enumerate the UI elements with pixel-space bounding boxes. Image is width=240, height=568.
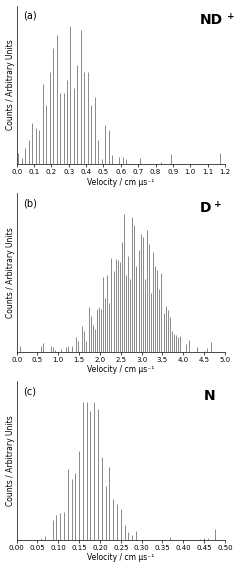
Text: +: + <box>214 200 221 209</box>
Text: N: N <box>204 389 216 403</box>
Text: (c): (c) <box>23 386 36 396</box>
Text: ND: ND <box>200 14 223 27</box>
X-axis label: Velocity / cm μs⁻¹: Velocity / cm μs⁻¹ <box>87 365 154 374</box>
X-axis label: Velocity / cm μs⁻¹: Velocity / cm μs⁻¹ <box>87 178 154 186</box>
Text: +: + <box>227 12 235 21</box>
Y-axis label: Counts / Arbitrary Units: Counts / Arbitrary Units <box>6 227 15 318</box>
Y-axis label: Counts / Arbitrary Units: Counts / Arbitrary Units <box>6 39 15 130</box>
Text: D: D <box>200 202 211 215</box>
X-axis label: Velocity / cm μs⁻¹: Velocity / cm μs⁻¹ <box>87 553 154 562</box>
Y-axis label: Counts / Arbitrary Units: Counts / Arbitrary Units <box>6 415 15 506</box>
Text: (a): (a) <box>23 10 36 20</box>
Text: (b): (b) <box>23 198 37 208</box>
